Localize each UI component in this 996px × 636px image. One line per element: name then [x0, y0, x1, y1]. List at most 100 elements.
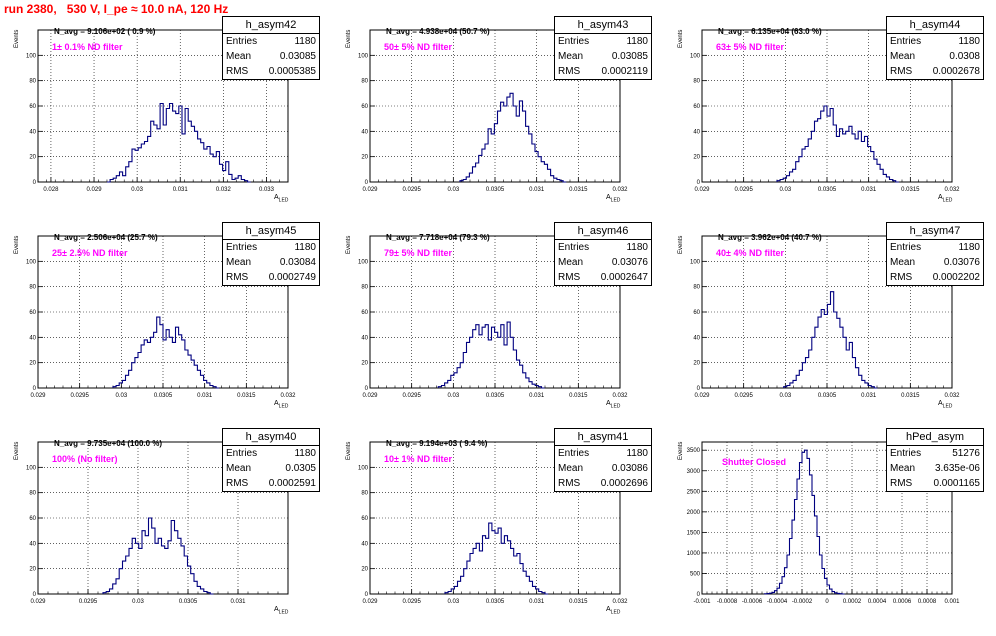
stats-row-mean: Mean 0.03085	[555, 49, 651, 64]
stats-row-rms: RMS 0.0002749	[223, 270, 319, 285]
x-tick-label: 0.001	[944, 599, 960, 605]
y-tick-label: 3500	[687, 448, 701, 454]
y-axis-title: Events	[14, 235, 20, 254]
y-tick-label: 80	[361, 491, 368, 497]
stats-label-mean: Mean	[558, 463, 584, 474]
stats-value-mean: 0.03085	[611, 51, 648, 62]
histogram-line	[437, 321, 545, 389]
y-tick-label: 40	[361, 335, 368, 341]
y-tick-label: 80	[361, 285, 368, 291]
x-tick-label: 0.032	[944, 393, 960, 399]
x-tick-label: -0.001	[693, 599, 711, 605]
stats-box: h_asym44 Entries 1180 Mean 0.0308 RMS 0.000267…	[886, 16, 984, 80]
histogram-plot: 0.029 0.0295 0.03 0.0305 0.031 0.0315 0.032 0 20…	[26, 235, 296, 399]
y-tick-label: 80	[693, 285, 700, 291]
y-axis-title: Events	[14, 441, 20, 460]
y-tick-label: 0	[33, 386, 37, 392]
stats-row-rms: RMS 0.0002591	[223, 476, 319, 491]
stats-row-rms: RMS 0.0002696	[555, 476, 651, 491]
stats-label-mean: Mean	[226, 463, 252, 474]
filter-label: 100% (No filter)	[52, 454, 118, 464]
histogram-name: h_asym42	[223, 17, 319, 34]
x-tick-label: 0.0305	[179, 599, 198, 605]
stats-value-rms: 0.0002202	[932, 272, 980, 283]
x-tick-label: 0.0004	[868, 599, 887, 605]
x-tick-label: 0.0305	[486, 187, 505, 193]
stats-row-mean: Mean 0.03086	[555, 461, 651, 476]
stats-label-rms: RMS	[558, 272, 581, 283]
navg-text: N_avg = 7.718e+04 (79.3 %)	[386, 233, 490, 242]
x-axis-title-main: A	[938, 400, 943, 407]
histogram-name: hPed_asym	[887, 429, 983, 446]
x-axis-title-main: A	[938, 194, 943, 201]
navg-text: N_avg = 9.106e+02 ( 0.9 %)	[54, 27, 156, 36]
filter-label: 79± 5% ND filter	[384, 248, 452, 258]
stats-row-mean: Mean 0.03085	[223, 49, 319, 64]
navg-text: N_avg = 4.938e+04 (50.7 %)	[386, 27, 490, 36]
stats-value-mean: 0.0308	[949, 51, 980, 62]
x-axis-title: ALED	[606, 194, 620, 203]
y-tick-label: 100	[690, 259, 701, 265]
stats-row-rms: RMS 0.0002678	[887, 64, 983, 79]
stats-row-mean: Mean 0.0308	[887, 49, 983, 64]
y-tick-label: 100	[26, 259, 37, 265]
stats-label-rms: RMS	[226, 66, 249, 77]
histogram-line	[107, 102, 251, 183]
x-axis-title-main: A	[606, 194, 611, 201]
x-tick-label: 0.03	[131, 187, 143, 193]
x-tick-label: 0.029	[694, 187, 710, 193]
x-axis-title: ALED	[938, 400, 952, 409]
x-tick-label: 0.03	[447, 187, 459, 193]
x-tick-label: 0.0295	[734, 187, 753, 193]
stats-label-mean: Mean	[226, 51, 252, 62]
filter-label: Shutter Closed	[722, 457, 787, 467]
y-tick-label: 80	[29, 79, 36, 85]
stats-value-mean: 0.03084	[279, 257, 316, 268]
histogram-plot: 0.029 0.0295 0.03 0.0305 0.031 0.0315 0.032 0 20…	[358, 235, 628, 399]
stats-value-mean: 0.0305	[285, 463, 316, 474]
stats-value-mean: 0.03086	[611, 463, 648, 474]
histogram-name: h_asym46	[555, 223, 651, 240]
histogram-pad-h_asym46: 0.029 0.0295 0.03 0.0305 0.031 0.0315 0.032 0 20…	[332, 222, 662, 430]
stats-row-rms: RMS 0.0002647	[555, 270, 651, 285]
y-tick-label: 20	[693, 155, 700, 161]
x-tick-label: 0.0315	[237, 393, 256, 399]
x-tick-label: 0.03	[447, 599, 459, 605]
stats-box: h_asym40 Entries 1180 Mean 0.0305 RMS 0.000259…	[222, 428, 320, 492]
stats-box: h_asym42 Entries 1180 Mean 0.03085 RMS 0.00053…	[222, 16, 320, 80]
stats-value-entries: 1180	[294, 36, 316, 47]
x-tick-label: 0.0305	[154, 393, 173, 399]
stats-row-mean: Mean 0.03084	[223, 255, 319, 270]
x-axis-title-sub: LED	[610, 403, 621, 410]
filter-label: 25± 2.5% ND filter	[52, 248, 128, 258]
stats-label-entries: Entries	[226, 242, 258, 253]
stats-label-mean: Mean	[558, 51, 584, 62]
histogram-pad-hPed_asym: -0.001 -0.0008 -0.0006 -0.0004 -0.0002 0 0.000…	[664, 428, 994, 636]
histogram-line	[102, 517, 214, 595]
filter-label: 1± 0.1% ND filter	[52, 42, 123, 52]
stats-box: h_asym47 Entries 1180 Mean 0.03076 RMS 0.00022…	[886, 222, 984, 286]
stats-row-entries: Entries 1180	[223, 446, 319, 461]
y-tick-label: 40	[29, 129, 36, 135]
histogram-name: h_asym44	[887, 17, 983, 34]
stats-value-entries: 51276	[952, 448, 980, 459]
x-tick-label: -0.0002	[792, 599, 813, 605]
stats-row-rms: RMS 0.0001165	[887, 476, 983, 491]
histogram-pad-h_asym45: 0.029 0.0295 0.03 0.0305 0.031 0.0315 0.032 0 20…	[0, 222, 330, 430]
y-tick-label: 60	[361, 310, 368, 316]
stats-value-entries: 1180	[958, 242, 980, 253]
x-tick-label: 0.03	[447, 393, 459, 399]
y-tick-label: 60	[29, 516, 36, 522]
x-axis-title: ALED	[274, 400, 288, 409]
y-axis-title: Events	[678, 235, 684, 254]
y-tick-label: 2000	[687, 510, 701, 516]
x-tick-label: 0.032	[944, 187, 960, 193]
y-tick-label: 0	[697, 180, 701, 186]
x-axis-title-sub: LED	[278, 403, 289, 410]
stats-row-mean: Mean 0.0305	[223, 461, 319, 476]
stats-label-rms: RMS	[226, 478, 249, 489]
stats-label-rms: RMS	[558, 66, 581, 77]
x-tick-label: 0.0305	[486, 393, 505, 399]
histogram-line	[459, 92, 567, 183]
stats-label-mean: Mean	[890, 257, 916, 268]
